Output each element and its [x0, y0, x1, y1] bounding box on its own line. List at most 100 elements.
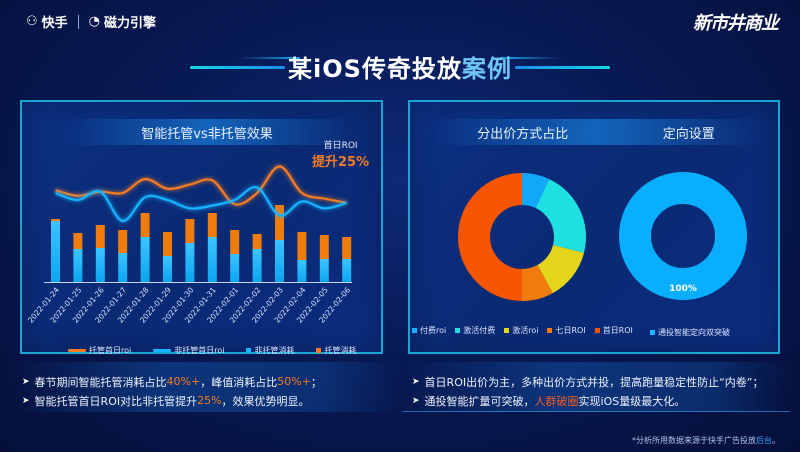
bar-non-managed — [140, 237, 150, 282]
legend-item: 非托管首日roi — [153, 345, 224, 356]
swatch — [547, 328, 553, 333]
bar-non-managed — [185, 243, 195, 282]
bullet-highlight: 人群破圈 — [534, 394, 579, 408]
legend-label: 激活roi — [512, 326, 539, 335]
title-decoration-line — [515, 66, 610, 69]
legend-item: 首日ROI — [594, 325, 633, 336]
bullet-text: ，峰值消耗占比 — [200, 375, 278, 389]
bullet-text: ； — [310, 375, 322, 389]
bar-managed — [319, 235, 329, 259]
kuaishou-logo-icon: ⚇ — [26, 14, 38, 29]
blue-line-swatch — [153, 349, 172, 352]
title-decoration-line — [240, 57, 300, 59]
legend-label: 激活付费 — [463, 326, 496, 335]
bar-managed — [275, 205, 284, 240]
bar-managed — [95, 225, 105, 248]
bar-non-managed — [118, 253, 128, 282]
donut-slice — [522, 265, 553, 301]
swatch — [594, 328, 600, 333]
legend-item: 付费roi — [412, 325, 446, 336]
bar-non-managed — [319, 259, 329, 282]
footnote-highlight: 后台 — [756, 436, 772, 445]
legend-item: 激活付费 — [455, 325, 495, 336]
bar-managed — [118, 230, 128, 253]
legend-item: 通投智能定向双突破 — [650, 327, 730, 338]
left-panel-heading: 智能托管vs非托管效果 — [62, 119, 352, 145]
right-bullets-background — [402, 362, 790, 412]
right-bullets: ➤ 首日ROI出价为主，多种出价方式并投，提高跑量稳定性防止“内卷”； ➤ 通投… — [412, 372, 787, 410]
bullet-row: ➤ 首日ROI出价为主，多种出价方式并投，提高跑量稳定性防止“内卷”； — [412, 372, 787, 391]
bar-managed — [140, 213, 150, 237]
bar-managed — [230, 230, 240, 254]
bar-non-managed — [51, 221, 60, 282]
footnote: *分析所用数据来源于快手广告投放后台。 — [632, 435, 780, 446]
bullet-text: 春节期间智能托管消耗占比 — [34, 375, 167, 389]
orange-square-swatch — [316, 348, 322, 353]
bar-managed — [252, 234, 262, 249]
bar-managed — [73, 233, 83, 249]
bar-managed — [207, 213, 217, 237]
roi-annotation: 首日ROI 提升25% — [312, 138, 369, 170]
roi-annotation-label: 首日ROI — [323, 141, 358, 151]
roi-annotation-value: 提升25% — [312, 155, 370, 170]
cili-logo-icon: ◔ — [88, 14, 101, 29]
bid-method-heading: 分出价方式占比 — [477, 126, 569, 142]
bullet-text: 实现iOS量级最大化。 — [578, 394, 686, 408]
donut-slice — [535, 179, 586, 253]
left-chart-panel: 智能托管vs非托管效果 首日ROI 提升25% 2022-01-24 2022-0… — [20, 100, 383, 356]
bid-method-legend: 付费roi 激活付费 激活roi 七日ROI 首日ROI — [412, 325, 642, 336]
arrow-icon: ➤ — [412, 376, 420, 387]
bar-managed — [163, 232, 172, 256]
bar-non-managed — [207, 237, 217, 282]
bar-non-managed — [73, 249, 83, 282]
arrow-icon: ➤ — [22, 395, 30, 406]
bullet-highlight: 40%+ — [166, 375, 201, 388]
donut-slice — [537, 244, 584, 294]
swatch — [412, 328, 417, 333]
orange-line-swatch — [68, 349, 86, 352]
brand-cili: 磁力引擎 — [104, 16, 157, 31]
legend-label: 通投智能定向双突破 — [658, 328, 730, 337]
right-chart-panel: 分出价方式占比 定向设置 100% 付费roi 激活付费 激活roi 七日ROI… — [408, 100, 780, 354]
legend-label: 非托管消耗 — [254, 346, 295, 355]
legend-label: 非托管首日roi — [174, 346, 225, 355]
bullet-highlight: 25% — [197, 394, 222, 407]
legend-label: 首日ROI — [602, 326, 633, 335]
title-decoration-line — [190, 66, 285, 69]
bullet-highlight: 50%+ — [277, 375, 311, 388]
bullet-text: 通投智能扩量可突破， — [424, 394, 535, 408]
bar-non-managed — [163, 256, 172, 282]
page-title-highlight: 案例 — [461, 54, 512, 83]
non-managed-roi-line — [55, 185, 348, 223]
combo-chart: 2022-01-242022-01-252022-01-262022-01-27… — [26, 165, 352, 325]
swatch — [504, 328, 510, 333]
bullet-row: ➤ 通投智能扩量可突破， 人群破圈 实现iOS量级最大化。 — [412, 391, 787, 410]
targeting-heading: 定向设置 — [662, 126, 715, 142]
right-panel-heading: 分出价方式占比 定向设置 — [430, 119, 762, 145]
legend-label: 托管首日roi — [89, 346, 132, 355]
managed-roi-line — [55, 165, 347, 206]
brand-divider — [77, 14, 79, 29]
donut-value-label: 100% — [669, 284, 697, 294]
bullet-row: ➤ 春节期间智能托管消耗占比 40%+ ，峰值消耗占比 50%+； — [22, 372, 397, 391]
bar-managed — [342, 237, 352, 259]
legend-label: 托管消耗 — [324, 346, 357, 355]
bar-managed — [185, 219, 195, 243]
legend-label: 七日ROI — [555, 326, 586, 335]
donut-slice — [522, 173, 550, 209]
bar-non-managed — [230, 254, 240, 282]
legend-item: 七日ROI — [547, 325, 586, 336]
bar-managed — [51, 219, 60, 221]
bar-non-managed — [275, 240, 284, 282]
targeting-legend: 通投智能定向双突破 — [650, 327, 752, 338]
brand-right-logo: 新市井商业 — [693, 13, 779, 34]
targeting-donut-ring — [619, 172, 747, 300]
blue-square-swatch — [246, 348, 252, 353]
swatch — [455, 328, 461, 333]
bullet-text: ，效果优势明显。 — [221, 394, 310, 408]
brand-kuaishou: 快手 — [41, 16, 68, 31]
left-bullets: ➤ 春节期间智能托管消耗占比 40%+ ，峰值消耗占比 50%+； ➤ 智能托管首日R… — [22, 372, 397, 410]
brand-logo: ⚇ 快手 ◔ 磁力引擎 — [26, 12, 156, 31]
page-title-area: 某iOS传奇投放案例 — [190, 48, 610, 84]
bar-non-managed — [342, 259, 352, 282]
